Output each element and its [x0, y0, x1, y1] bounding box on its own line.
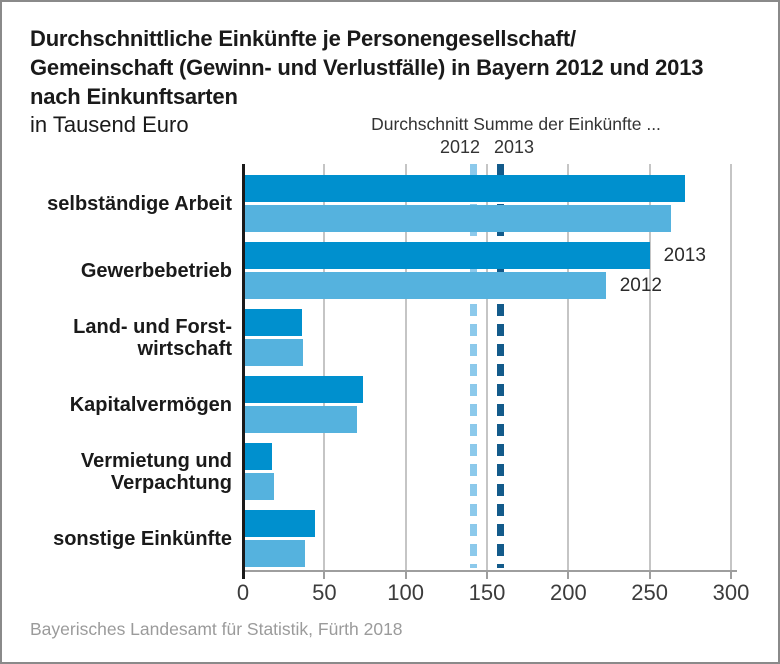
x-tick-label-150: 150 — [468, 580, 506, 605]
gridline-150 — [486, 164, 488, 570]
category-label-cat3: Kapitalvermögen — [10, 376, 232, 433]
category-label-cat1: Gewerbebetrieb — [10, 242, 232, 299]
category-label-line: sonstige Einkünfte — [53, 527, 232, 550]
bar-2012-cat2 — [243, 339, 304, 366]
x-axis-line — [243, 570, 737, 572]
x-tick-150 — [486, 572, 488, 579]
series-label-2013: 2013 — [663, 244, 706, 266]
title-line-3: nach Einkunftsarten — [30, 84, 238, 109]
category-label-line: selbständige Arbeit — [47, 192, 232, 215]
bar-2012-cat0 — [243, 205, 671, 232]
bar-2012-cat3 — [243, 406, 357, 433]
plot-area: selbständige Arbeit Gewerbebetrieb Land- u… — [47, 164, 751, 605]
x-tick-label-250: 250 — [631, 580, 669, 605]
bar-2012-cat1 — [243, 272, 606, 299]
reference-line-2012 — [470, 164, 478, 568]
category-label-cat4: Vermietung und Verpachtung — [10, 443, 232, 500]
reference-year-label-2013: 2013 — [494, 137, 535, 157]
y-axis-line — [242, 164, 245, 579]
category-label-line: Land- und Forst- — [73, 315, 232, 338]
reference-year-label-2012: 2012 — [439, 137, 480, 157]
x-tick-label-0: 0 — [236, 580, 250, 605]
reference-lines-title: Durchschnitt Summe der Einkünfte ... — [371, 114, 661, 134]
bar-2013-cat4 — [243, 443, 273, 470]
x-tick-200 — [567, 572, 570, 579]
reference-line-2013 — [496, 164, 504, 568]
gridline-300 — [730, 164, 732, 570]
x-tick-300 — [730, 572, 732, 579]
x-tick-50 — [323, 572, 326, 579]
category-label-cat2: Land- und Forst-wirtschaft — [10, 309, 232, 366]
x-tick-100 — [404, 572, 407, 579]
bar-2013-cat5 — [243, 510, 315, 537]
bar-2012-cat5 — [243, 540, 305, 567]
gridline-100 — [404, 164, 407, 570]
category-label-cat0: selbständige Arbeit — [10, 175, 232, 232]
bar-2012-cat4 — [243, 473, 274, 500]
bar-2013-cat1 — [243, 242, 650, 269]
category-label-line: Kapitalvermögen — [69, 393, 232, 416]
units-subtitle: in Tausend Euro — [30, 112, 189, 137]
gridline-50 — [323, 164, 326, 570]
x-tick-label-50: 50 — [312, 580, 337, 605]
category-label-line: Gewerbebetrieb — [80, 259, 232, 282]
source-note: Bayerisches Landesamt für Statistik, Für… — [30, 619, 403, 639]
page-title: Durchschnittliche Einkünfte je Personeng… — [30, 24, 754, 111]
series-label-2012: 2012 — [619, 274, 663, 296]
bar-2013-cat3 — [243, 376, 364, 403]
gridline-200 — [567, 164, 570, 570]
gridline-250 — [648, 164, 651, 570]
x-tick-label-100: 100 — [387, 580, 425, 605]
category-label-line: Vermietung und — [80, 449, 232, 472]
category-label-cat5: sonstige Einkünfte — [10, 510, 232, 567]
bar-2013-cat2 — [243, 309, 302, 336]
title-line-2: Gemeinschaft (Gewinn- und Verlustfälle) … — [30, 55, 704, 80]
category-label-line: wirtschaft — [137, 337, 232, 360]
x-tick-label-200: 200 — [549, 580, 587, 605]
bar-2013-cat0 — [243, 175, 686, 202]
x-tick-label-300: 300 — [712, 580, 750, 605]
x-tick-250 — [648, 572, 651, 579]
category-label-line: Verpachtung — [110, 471, 232, 494]
title-line-1: Durchschnittliche Einkünfte je Personeng… — [30, 26, 576, 51]
